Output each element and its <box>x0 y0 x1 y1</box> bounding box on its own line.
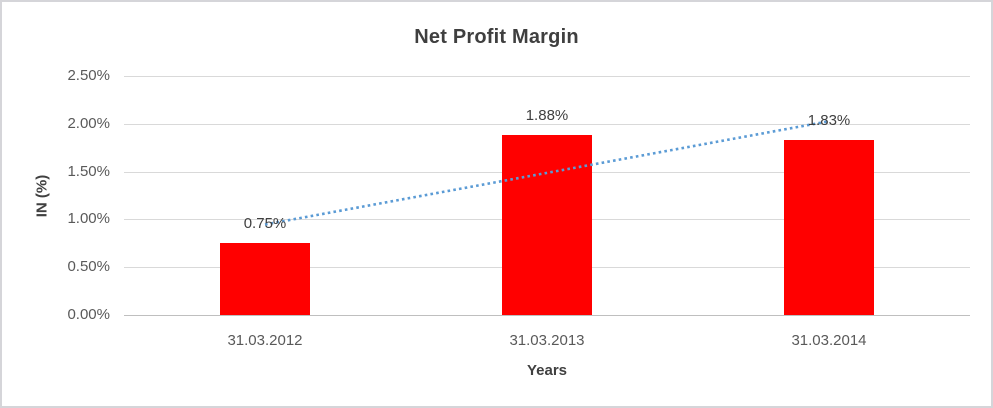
x-axis-line <box>124 315 970 316</box>
y-tick-label: 1.00% <box>67 210 110 228</box>
x-tick-label: 31.03.2013 <box>509 332 585 349</box>
bar-31.03.2012 <box>220 243 310 315</box>
y-tick-label: 2.50% <box>67 67 110 84</box>
y-tick-label: 1.50% <box>67 162 110 180</box>
y-tick-label: 2.00% <box>67 114 110 132</box>
chart-title: Net Profit Margin <box>414 26 579 48</box>
y-tick-label: 0.50% <box>67 258 110 276</box>
gridline <box>124 76 970 77</box>
x-tick-label: 31.03.2012 <box>227 332 303 349</box>
data-label: 1.83% <box>807 112 851 130</box>
data-label: 1.88% <box>525 107 569 125</box>
y-tick-label: 0.00% <box>67 306 110 323</box>
data-label: 0.75% <box>243 215 287 233</box>
x-tick-label: 31.03.2014 <box>791 332 867 349</box>
bar-31.03.2013 <box>502 135 592 315</box>
bar-31.03.2014 <box>784 140 874 315</box>
x-axis-title: Years <box>526 362 568 379</box>
